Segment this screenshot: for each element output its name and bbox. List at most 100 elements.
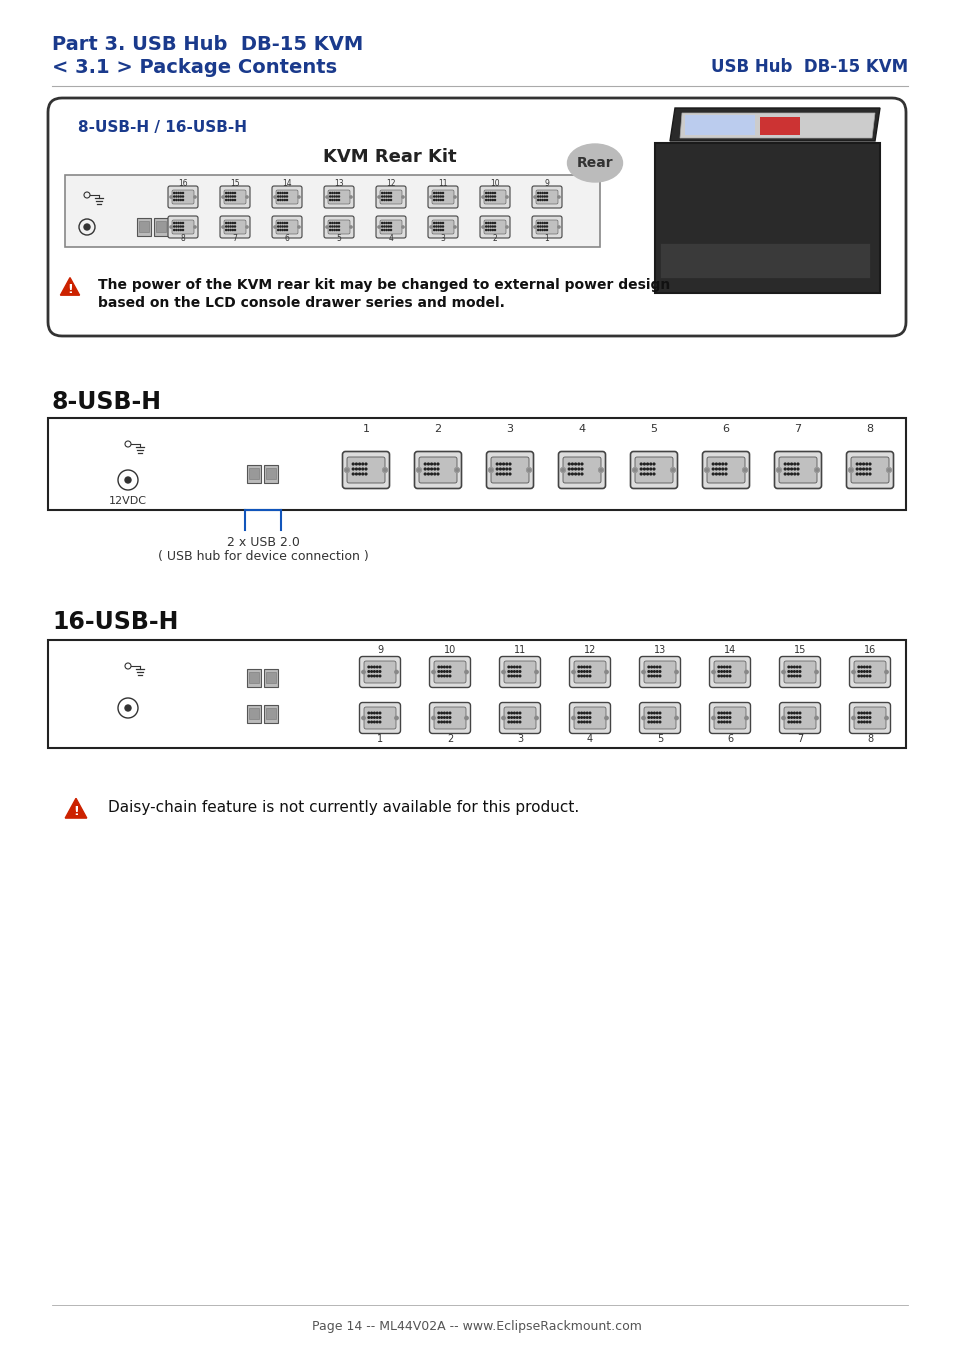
- Circle shape: [510, 713, 512, 714]
- Circle shape: [516, 666, 517, 668]
- Circle shape: [401, 225, 404, 228]
- Circle shape: [862, 717, 864, 718]
- Circle shape: [446, 666, 448, 668]
- Text: 4: 4: [586, 734, 593, 744]
- Circle shape: [221, 225, 224, 228]
- Text: 8: 8: [866, 734, 872, 744]
- Circle shape: [650, 666, 652, 668]
- Circle shape: [170, 225, 172, 228]
- Bar: [139, 221, 150, 232]
- Circle shape: [371, 717, 372, 718]
- Circle shape: [799, 717, 800, 718]
- Text: 12VDC: 12VDC: [109, 495, 147, 506]
- Ellipse shape: [567, 144, 622, 182]
- Circle shape: [325, 196, 328, 198]
- Circle shape: [860, 675, 862, 676]
- Circle shape: [446, 717, 448, 718]
- Circle shape: [378, 713, 380, 714]
- Circle shape: [656, 717, 658, 718]
- Text: !: !: [67, 284, 72, 296]
- Circle shape: [510, 675, 512, 676]
- Circle shape: [721, 468, 723, 470]
- Circle shape: [743, 716, 748, 720]
- Circle shape: [374, 713, 375, 714]
- Circle shape: [533, 196, 536, 198]
- Circle shape: [649, 463, 651, 464]
- FancyBboxPatch shape: [432, 220, 454, 234]
- Text: !: !: [73, 806, 79, 818]
- Circle shape: [797, 472, 798, 475]
- Circle shape: [862, 468, 863, 470]
- Circle shape: [516, 675, 517, 676]
- Circle shape: [424, 463, 426, 464]
- Text: 10: 10: [490, 180, 499, 188]
- Circle shape: [589, 666, 590, 668]
- Circle shape: [245, 225, 248, 228]
- Circle shape: [378, 666, 380, 668]
- Circle shape: [790, 717, 792, 718]
- Circle shape: [377, 196, 380, 198]
- Polygon shape: [669, 108, 879, 140]
- Circle shape: [646, 463, 648, 464]
- Circle shape: [376, 666, 377, 668]
- FancyBboxPatch shape: [479, 216, 510, 238]
- FancyBboxPatch shape: [532, 216, 561, 238]
- Circle shape: [865, 472, 867, 475]
- Circle shape: [793, 671, 795, 672]
- Circle shape: [446, 721, 448, 722]
- Circle shape: [650, 721, 652, 722]
- Circle shape: [653, 675, 655, 676]
- Circle shape: [885, 467, 890, 472]
- Circle shape: [860, 713, 862, 714]
- FancyBboxPatch shape: [643, 707, 676, 729]
- FancyBboxPatch shape: [483, 190, 505, 204]
- Circle shape: [793, 717, 795, 718]
- Circle shape: [502, 463, 504, 464]
- Circle shape: [718, 666, 719, 668]
- Circle shape: [868, 468, 870, 470]
- FancyBboxPatch shape: [364, 707, 395, 729]
- Text: 1: 1: [376, 734, 383, 744]
- Circle shape: [583, 671, 584, 672]
- Circle shape: [814, 716, 818, 720]
- Circle shape: [583, 666, 584, 668]
- Circle shape: [440, 721, 442, 722]
- Circle shape: [496, 463, 497, 464]
- Text: 5: 5: [336, 234, 341, 243]
- Circle shape: [783, 463, 785, 464]
- Circle shape: [505, 468, 507, 470]
- Circle shape: [376, 717, 377, 718]
- Circle shape: [371, 713, 372, 714]
- Circle shape: [434, 463, 436, 464]
- FancyBboxPatch shape: [434, 707, 465, 729]
- FancyBboxPatch shape: [779, 656, 820, 687]
- Circle shape: [501, 670, 505, 674]
- Circle shape: [193, 196, 196, 198]
- Circle shape: [589, 717, 590, 718]
- FancyBboxPatch shape: [639, 656, 679, 687]
- FancyBboxPatch shape: [713, 662, 745, 683]
- Text: ( USB hub for device connection ): ( USB hub for device connection ): [157, 549, 368, 563]
- Circle shape: [790, 666, 792, 668]
- Circle shape: [865, 671, 867, 672]
- Circle shape: [580, 666, 581, 668]
- Circle shape: [358, 468, 360, 470]
- Bar: [250, 707, 259, 720]
- Circle shape: [431, 716, 435, 720]
- Circle shape: [481, 196, 484, 198]
- Bar: [655, 143, 879, 293]
- Circle shape: [787, 675, 789, 676]
- Text: 3: 3: [440, 234, 445, 243]
- Circle shape: [883, 670, 887, 674]
- Circle shape: [125, 477, 131, 483]
- Circle shape: [862, 713, 864, 714]
- Circle shape: [860, 717, 862, 718]
- FancyBboxPatch shape: [709, 702, 750, 733]
- FancyBboxPatch shape: [706, 458, 744, 483]
- Circle shape: [718, 472, 720, 475]
- Circle shape: [862, 671, 864, 672]
- Circle shape: [659, 666, 660, 668]
- Circle shape: [518, 717, 520, 718]
- Circle shape: [728, 713, 730, 714]
- Circle shape: [721, 463, 723, 464]
